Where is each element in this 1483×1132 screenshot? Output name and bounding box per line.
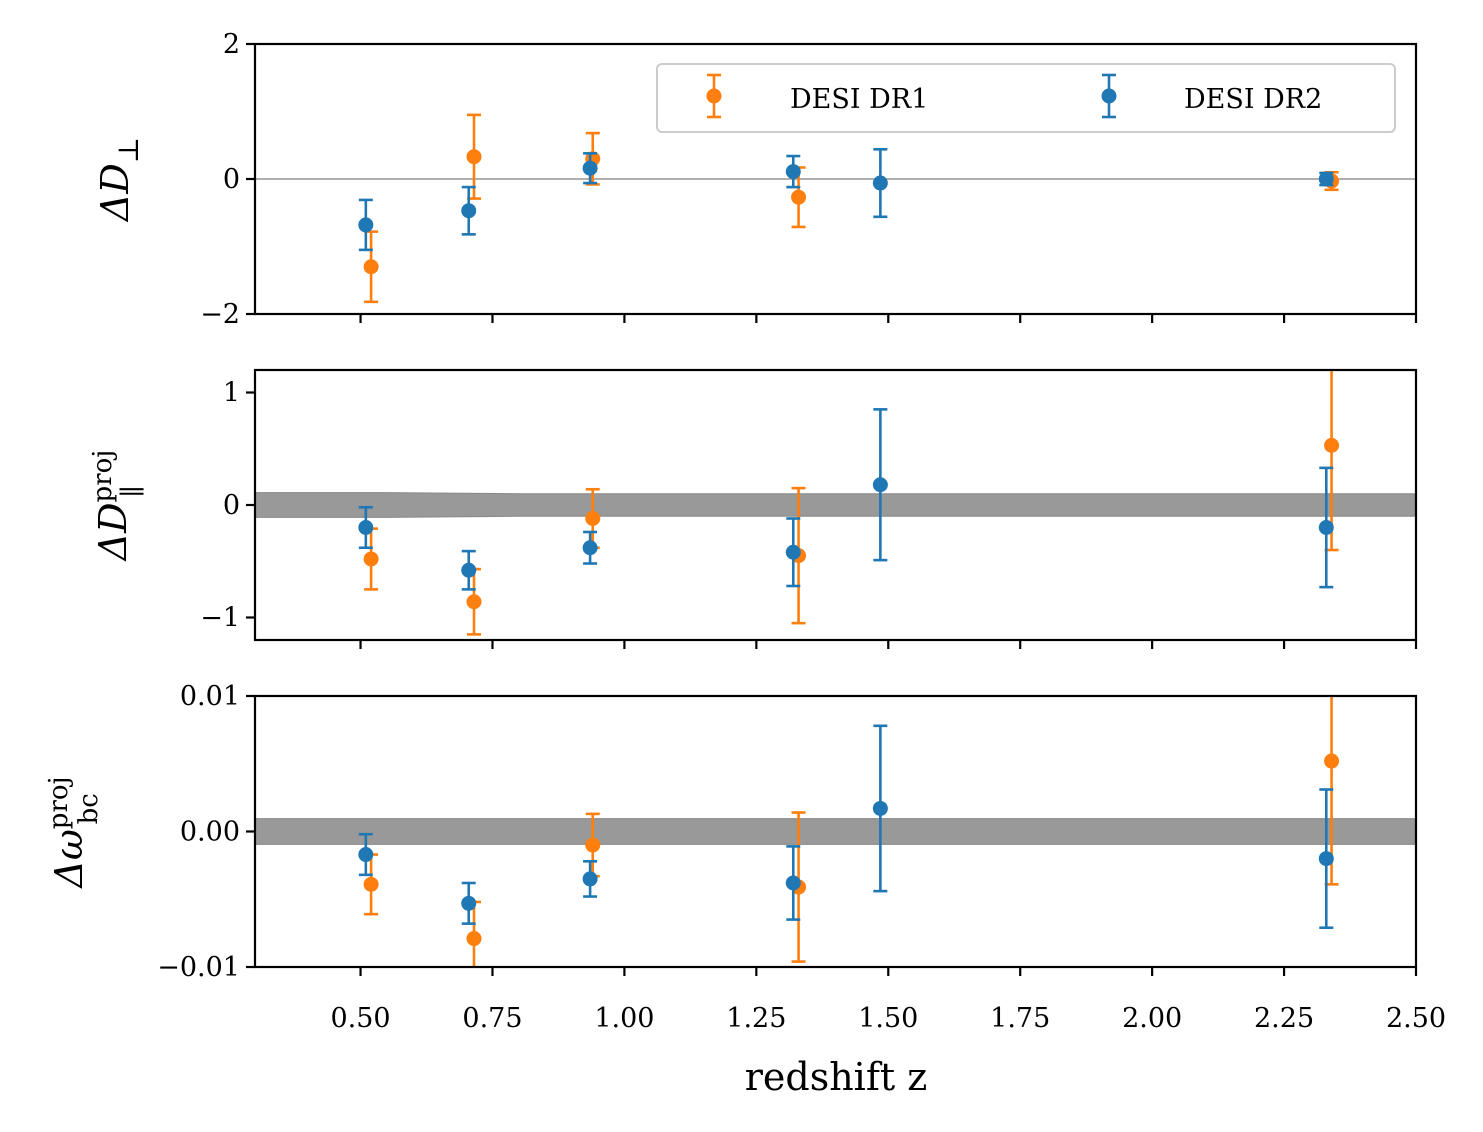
data-point	[872, 477, 888, 493]
data-point	[872, 800, 888, 816]
y-tick-label: −2	[200, 299, 240, 330]
data-point	[1324, 437, 1340, 453]
data-point	[1318, 851, 1334, 867]
data-point	[363, 551, 379, 567]
y-tick-label: 1	[223, 378, 240, 409]
series-dr1-panel-2	[363, 370, 1340, 636]
y-tick-label: −1	[200, 603, 240, 634]
data-point	[358, 847, 374, 863]
y-axis-title-panel-2: ΔDproj∥	[88, 450, 148, 563]
series-dr2-panel-1	[358, 148, 1334, 252]
legend: DESI DR1 DESI DR2	[656, 63, 1396, 133]
series-dr1-panel-1	[363, 113, 1340, 304]
y-tick-label: 0.00	[180, 817, 240, 848]
x-tick-label: 0.50	[330, 1003, 390, 1034]
data-point	[872, 175, 888, 191]
y-axis-title-panel-1: ΔD⊥	[93, 137, 145, 223]
y-tick-label: 0	[223, 490, 240, 521]
data-point	[785, 875, 801, 891]
legend-label-dr1: DESI DR1	[790, 84, 928, 115]
data-point	[585, 837, 601, 853]
data-point	[466, 149, 482, 165]
data-point	[358, 217, 374, 233]
y-tick-label: 2	[223, 29, 240, 60]
x-tick-label: 2.25	[1254, 1003, 1314, 1034]
legend-marker-dr1	[706, 73, 722, 119]
legend-label-dr2: DESI DR2	[1184, 84, 1322, 115]
x-tick-label: 2.50	[1386, 1003, 1446, 1034]
data-point	[785, 544, 801, 560]
data-point	[785, 164, 801, 180]
y-axis-title-panel-3: Δωprojbc	[44, 776, 104, 889]
y-tick-label: 0.01	[180, 681, 240, 712]
data-point	[582, 871, 598, 887]
x-tick-label: 1.00	[594, 1003, 654, 1034]
series-dr2-panel-3	[358, 724, 1334, 930]
data-point	[466, 594, 482, 610]
x-tick-label: 1.75	[990, 1003, 1050, 1034]
data-point	[1324, 753, 1340, 769]
x-tick-label: 2.00	[1122, 1003, 1182, 1034]
data-point	[791, 189, 807, 205]
data-point	[585, 511, 601, 526]
panels-layer: −2 0 2 ΔD⊥ −1 0 1 ΔDproj∥ −0.01 0.00 0.01 0.50 0.75 1…	[44, 29, 1446, 1034]
data-point	[582, 540, 598, 556]
legend-frame	[656, 63, 1396, 133]
data-point	[466, 931, 482, 947]
data-point	[461, 203, 477, 219]
data-point	[363, 876, 379, 892]
panel-1-plot-area	[255, 113, 1416, 304]
data-point	[358, 520, 374, 535]
panel-2-plot-area	[255, 370, 1416, 636]
systematic-band	[255, 492, 1416, 518]
data-point	[1318, 520, 1334, 535]
series-dr2-panel-2	[358, 408, 1334, 591]
data-point	[363, 259, 379, 275]
data-point	[582, 160, 598, 176]
data-point	[461, 562, 477, 578]
data-point	[461, 895, 477, 911]
x-tick-label: 1.50	[858, 1003, 918, 1034]
x-axis-title: redshift z	[745, 1055, 928, 1099]
panel-3-plot-area	[255, 696, 1416, 967]
y-tick-label: −0.01	[157, 952, 240, 983]
panel-2: −1 0 1 ΔDproj∥	[88, 368, 1418, 649]
systematic-band	[255, 818, 1416, 845]
panel-3: −0.01 0.00 0.01 0.50 0.75 1.00 1.25 1.50 1.75 2.0…	[44, 681, 1446, 1034]
data-point	[1318, 171, 1334, 187]
panel-1: −2 0 2 ΔD⊥	[93, 29, 1418, 330]
x-tick-label: 1.25	[726, 1003, 786, 1034]
legend-marker-dr2	[1101, 73, 1117, 119]
series-dr1-panel-3	[363, 696, 1340, 967]
y-tick-label: 0	[223, 164, 240, 195]
x-tick-label: 0.75	[462, 1003, 522, 1034]
